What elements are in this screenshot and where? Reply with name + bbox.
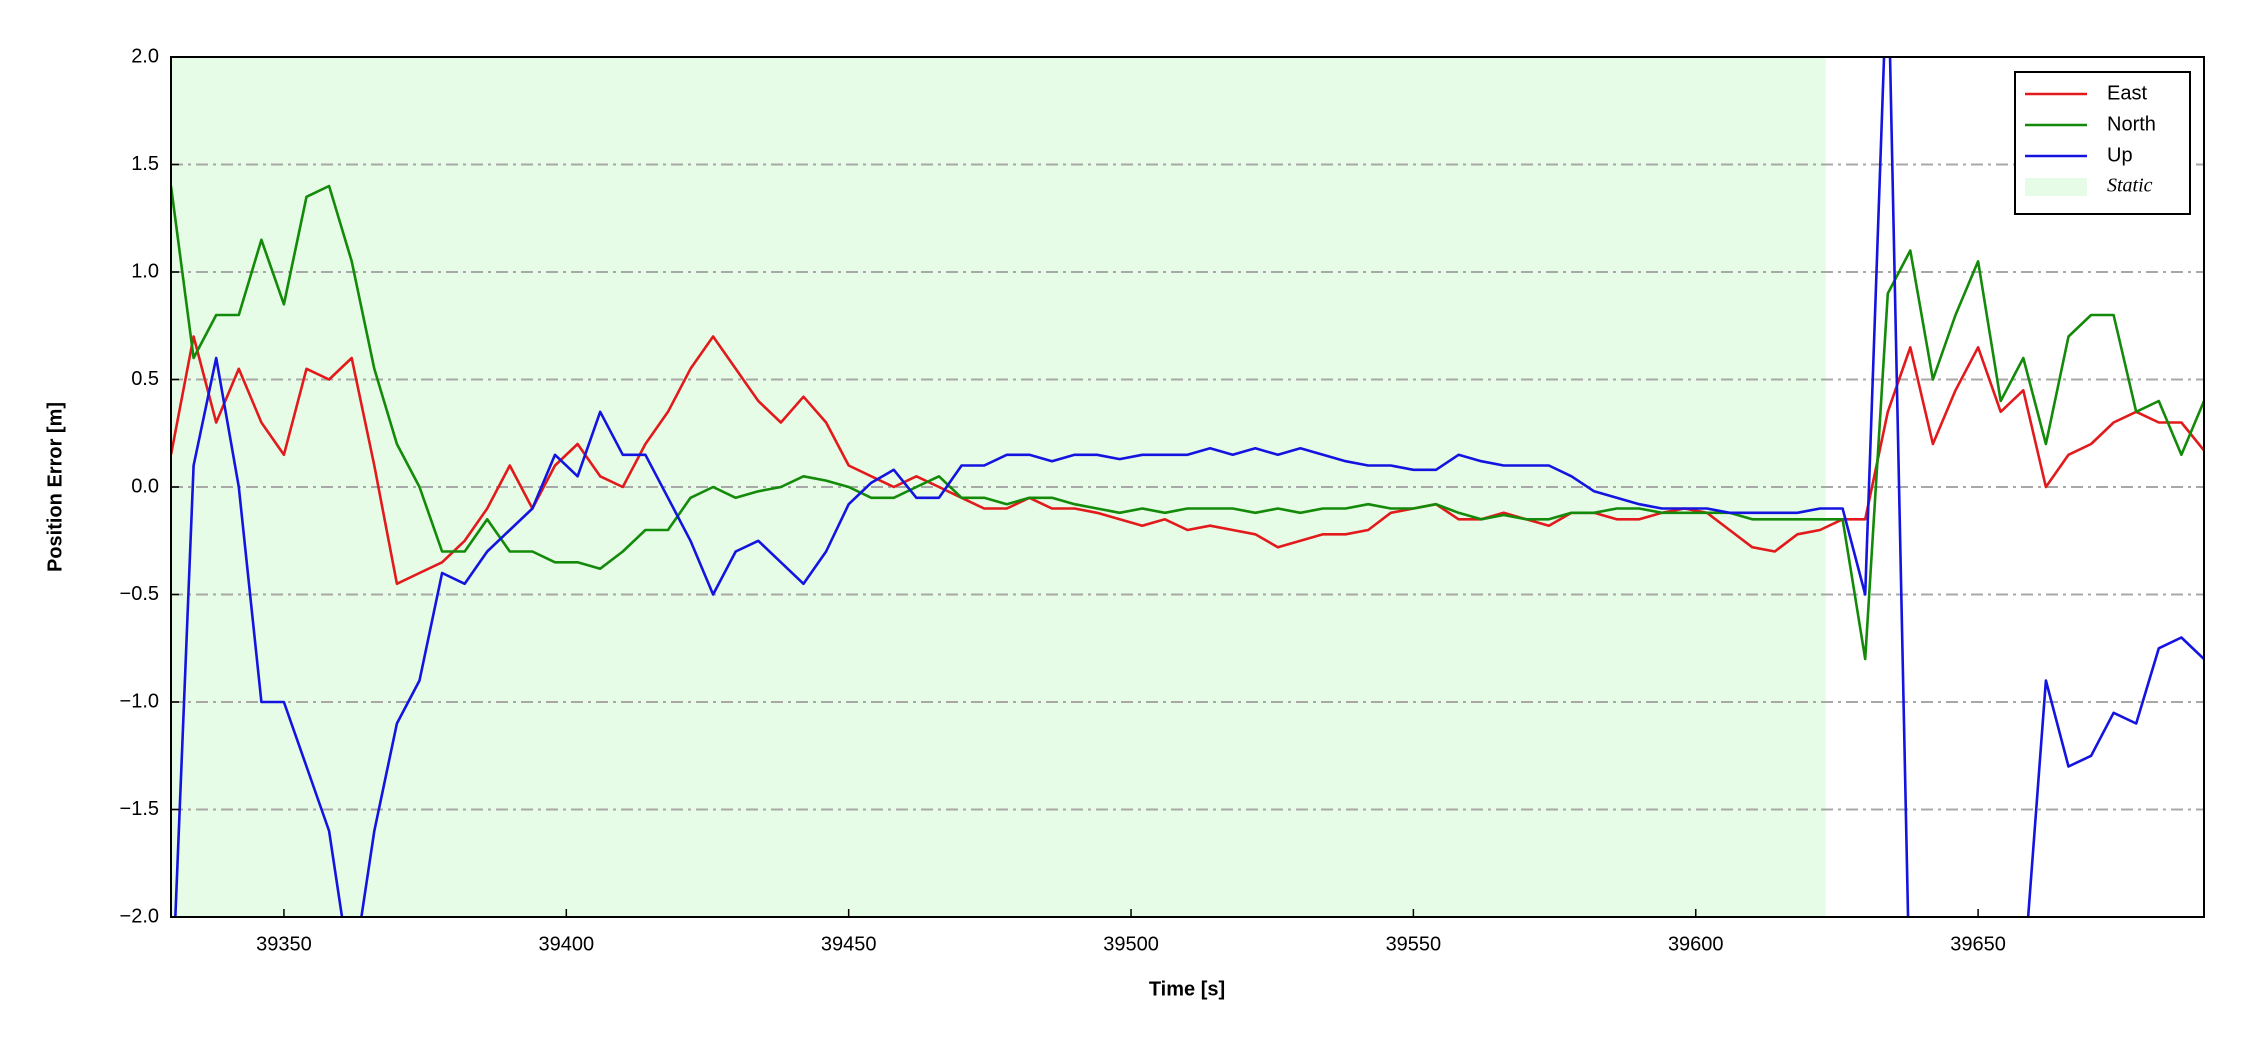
series-line [171, 335, 2204, 586]
plot-frame [170, 56, 2205, 918]
legend-swatch [2025, 178, 2087, 196]
legend-label: Static [2107, 175, 2153, 197]
x-tick-label: 39600 [1668, 933, 1724, 955]
y-tick-label: −2.0 [120, 905, 159, 927]
y-tick-label: −0.5 [120, 583, 159, 605]
x-tick-label: 39400 [538, 933, 594, 955]
y-tick-label: 1.0 [131, 260, 159, 282]
y-tick-label: 0.5 [131, 368, 159, 390]
series-line [174, 57, 2204, 917]
legend-label: East [2107, 82, 2147, 104]
x-tick-label: 39650 [1950, 933, 2006, 955]
plot-background [171, 57, 2204, 917]
plot-foreground: −2.0 −1.5 −1.0 −0.5 0.0 0.5 1.0 1.5 2.0 39350 3940… [120, 45, 2205, 955]
x-axis-label: Time [s] [1149, 978, 1225, 1000]
x-tick-label: 39450 [821, 933, 877, 955]
y-tick-label: −1.0 [120, 690, 159, 712]
legend-label: Up [2107, 144, 2133, 166]
x-tick-label: 39550 [1386, 933, 1442, 955]
series-line [171, 184, 2204, 661]
y-tick-label: 0.0 [131, 475, 159, 497]
y-axis-label: Position Error [m] [44, 402, 66, 572]
y-tick-label: 2.0 [131, 45, 159, 67]
x-tick-label: 39500 [1103, 933, 1159, 955]
y-tick-label: 1.5 [131, 153, 159, 175]
legend-label: North [2107, 113, 2156, 135]
x-tick-label: 39350 [256, 933, 312, 955]
y-tick-label: −1.5 [120, 798, 159, 820]
plot-lines [171, 57, 2204, 917]
